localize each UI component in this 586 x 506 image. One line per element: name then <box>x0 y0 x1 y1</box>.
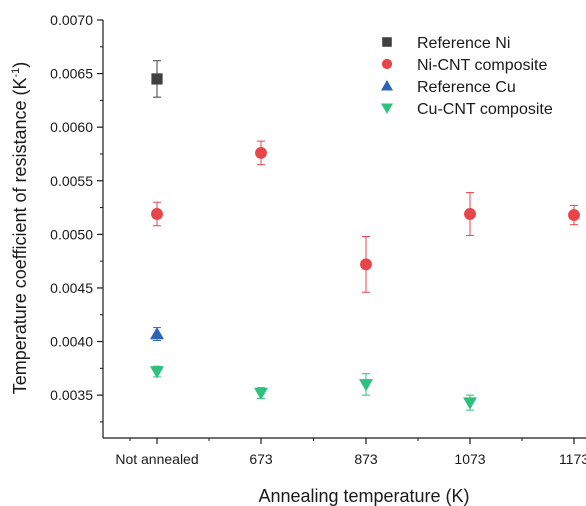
y-tick-label: 0.0055 <box>50 173 93 189</box>
x-tick-label: 873 <box>354 451 378 467</box>
data-point-ni-cnt-composite <box>151 208 163 220</box>
legend-label-reference-ni: Reference Ni <box>417 35 510 52</box>
y-tick-label: 0.0040 <box>50 334 93 350</box>
x-tick-label: 1173 <box>559 451 586 467</box>
y-axis-title: Temperature coefficient of resistance (K… <box>10 62 30 395</box>
data-point-reference-cu <box>150 327 164 340</box>
y-tick-label: 0.0070 <box>50 12 93 28</box>
y-tick-label: 0.0060 <box>50 119 93 135</box>
y-tick-label: 0.0045 <box>50 280 93 296</box>
data-point-ni-cnt-composite <box>255 146 267 159</box>
data-point-ni-cnt-composite <box>464 208 476 220</box>
x-axis-title: Annealing temperature (K) <box>258 486 469 506</box>
data-point-reference-ni <box>151 73 163 85</box>
data-point-ni-cnt-composite <box>568 209 580 222</box>
data-point-cu-cnt-composite <box>463 397 477 410</box>
legend-entry-reference-cu: Reference Cu <box>381 79 516 96</box>
y-axis-title-close: ) <box>10 62 30 68</box>
data-point-cu-cnt-composite <box>254 387 268 400</box>
data-points <box>150 60 580 411</box>
legend-entry-cu-cnt-composite: Cu-CNT composite <box>381 101 553 118</box>
legend-entry-ni-cnt-composite: Ni-CNT composite <box>381 57 548 74</box>
axes: 0.0035 0.0040 0.0045 0.0050 0.0055 0.0060 0.00… <box>50 12 586 467</box>
y-axis-title-sup: -1 <box>10 68 22 78</box>
y-axis-title-main: Temperature coefficient of resistance (K <box>10 77 30 394</box>
legend-marker-reference-ni <box>382 37 392 47</box>
legend: Reference Ni Ni-CNT composite Reference Cu… <box>381 35 553 118</box>
legend-label-cu-cnt-composite: Cu-CNT composite <box>417 101 553 118</box>
legend-label-ni-cnt-composite: Ni-CNT composite <box>417 57 548 74</box>
x-tick-label: 673 <box>249 451 273 467</box>
y-tick-label: 0.0065 <box>50 66 93 82</box>
legend-marker-ni-cnt-composite <box>381 58 393 70</box>
x-tick-label: 1073 <box>454 451 485 467</box>
data-point-cu-cnt-composite <box>150 366 164 379</box>
legend-label-reference-cu: Reference Cu <box>417 79 516 96</box>
data-point-cu-cnt-composite <box>359 379 373 392</box>
y-tick-label: 0.0035 <box>50 387 93 403</box>
data-point-ni-cnt-composite <box>360 258 372 271</box>
x-tick-label: Not annealed <box>115 451 198 467</box>
y-tick-label: 0.0050 <box>50 226 93 242</box>
legend-entry-reference-ni: Reference Ni <box>382 35 510 52</box>
legend-marker-reference-cu <box>381 80 393 91</box>
legend-marker-cu-cnt-composite <box>381 103 393 114</box>
